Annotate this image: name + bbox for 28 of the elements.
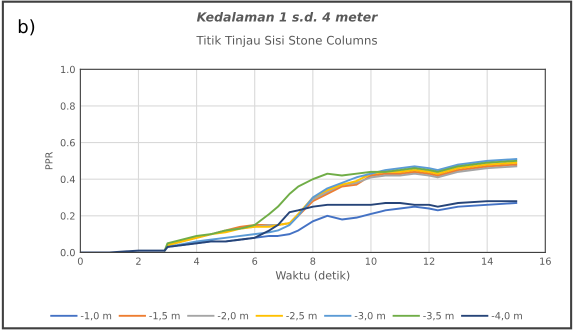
text: b) (18, 19, 34, 36)
x-tick-label: 0 (78, 257, 83, 265)
chart-subtitle: Titik Tinjau Sisi Stone Columns (196, 36, 377, 48)
x-tick-label: 8 (310, 257, 316, 265)
legend-label: -1,5 m (149, 312, 180, 320)
y-tick-label: 0.0 (60, 248, 75, 256)
y-tick-label: 0.8 (60, 102, 75, 110)
legend-label: -2,0 m (218, 312, 248, 320)
chart-title: Kedalaman 1 s.d. 4 meter (196, 12, 378, 22)
y-axis-title: PPR (45, 152, 52, 170)
x-tick-label: 4 (194, 258, 200, 265)
legend-label: -3,5 m (423, 312, 454, 320)
x-tick-label: 16 (540, 257, 551, 265)
x-axis-title: Waktu (detik) (276, 270, 350, 281)
x-tick-label: 2 (136, 257, 141, 265)
x-tick-label: 10 (366, 257, 376, 265)
x-tick-label: 14 (482, 258, 493, 265)
legend-label: -4,0 m (492, 312, 522, 320)
y-tick-label: 0.6 (60, 139, 75, 146)
legend-label: -1,0 m (80, 312, 112, 320)
line-series (80, 200, 518, 252)
legend-label: -3,0 m (354, 312, 385, 320)
x-tick-label: 12 (424, 257, 434, 265)
y-tick-label: 0.4 (60, 176, 75, 184)
y-tick-label: 0.2 (60, 212, 75, 220)
y-tick-label: 1.0 (61, 66, 75, 74)
legend-label: -2,5 m (286, 312, 317, 320)
x-tick-label: 6 (252, 257, 258, 265)
